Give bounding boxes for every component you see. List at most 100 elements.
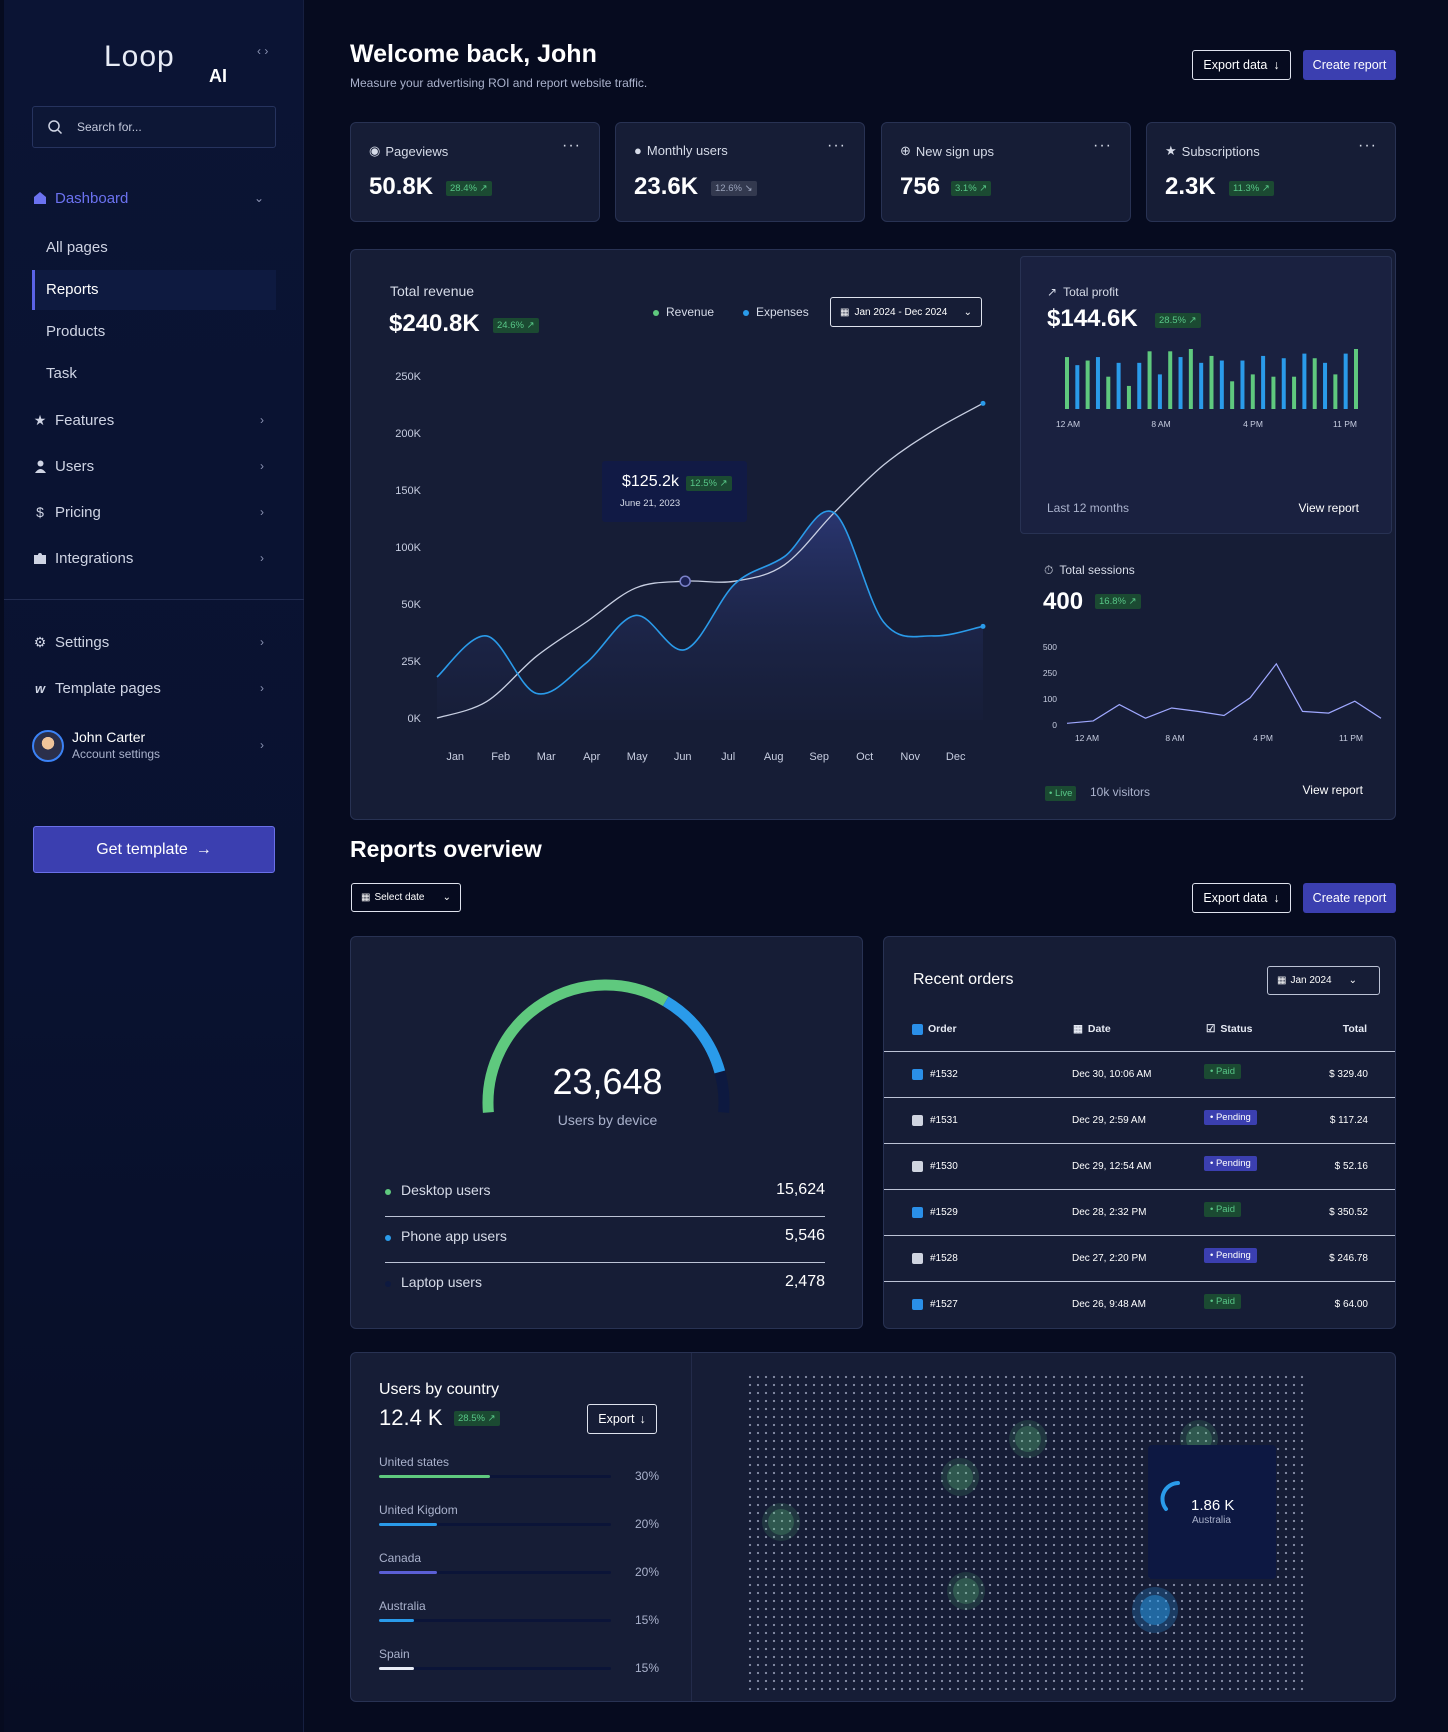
order-id: #1527 [930,1299,958,1310]
legend-revenue: Revenue [653,305,714,319]
country-row: Canada 20% [379,1551,659,1591]
x-tick-label: Jun [674,751,692,763]
map-pin-europe[interactable] [947,1464,973,1490]
country-percent: 20% [634,1565,659,1579]
row-checkbox[interactable] [912,1161,923,1172]
sidebar-item-dashboard[interactable]: Dashboard ⌄ [32,181,276,215]
legend-dot [743,310,749,316]
revenue-hover-marker[interactable] [679,575,691,587]
logo-ai: AI [209,66,227,86]
logo[interactable]: Loop [104,40,175,74]
sessions-view-report-link[interactable]: View report [1302,783,1363,797]
map-pin-australia[interactable] [1140,1595,1170,1625]
sidebar-item-settings[interactable]: ⚙ Settings › [32,625,276,659]
chevron-right-icon: › [260,551,264,565]
orders-month-select[interactable]: ▦ Jan 2024 ⌄ [1267,966,1380,995]
more-icon[interactable]: ··· [1093,137,1112,154]
chevron-down-icon: ⌄ [1348,975,1357,986]
map-pin-north-america[interactable] [768,1509,794,1535]
country-row: Australia 15% [379,1599,659,1639]
table-row[interactable]: #1527 Dec 26, 9:48 AM • Paid $ 64.00 [884,1281,1395,1327]
sidebar-subitem-all-pages[interactable]: All pages [46,239,108,256]
puzzle-icon [32,550,48,566]
collapse-sidebar-icon[interactable]: ‹ › [257,44,269,58]
sidebar-subitem-task[interactable]: Task [46,365,77,382]
profit-bar [1209,355,1214,409]
profit-bar [1250,374,1255,409]
table-row[interactable]: #1528 Dec 27, 2:20 PM • Pending $ 246.78 [884,1235,1395,1281]
profit-change-badge: 28.5% ↗ [1155,313,1201,328]
avatar [32,730,64,762]
country-row: United states 30% [379,1455,659,1495]
gear-icon: ⚙ [33,633,47,650]
stat-change-badge: 28.4% ↗ [446,181,492,196]
country-percent: 20% [634,1517,659,1531]
sidebar-subitem-products[interactable]: Products [46,323,106,340]
account-settings[interactable]: John Carter Account settings › [32,728,276,768]
x-tick-label: Aug [764,751,784,763]
search-icon [48,120,63,135]
select-date-dropdown[interactable]: ▦ Select date ⌄ [351,883,461,912]
world-map: 1.86 K Australia [706,1353,1395,1701]
reports-export-data-button[interactable]: Export data ↓ [1192,883,1291,913]
table-row[interactable]: #1531 Dec 29, 2:59 AM • Pending $ 117.24 [884,1097,1395,1143]
map-pin-africa[interactable] [953,1578,979,1604]
get-template-button[interactable]: Get template → [33,826,275,873]
more-icon[interactable]: ··· [1358,137,1377,154]
profit-bar [1116,362,1121,409]
device-label: Laptop users [401,1274,482,1290]
create-report-button[interactable]: Create report [1303,50,1396,80]
sidebar-item-template-pages[interactable]: w Template pages › [32,671,276,705]
more-icon[interactable]: ··· [827,137,846,154]
x-tick-label: Jul [721,751,735,763]
order-status-cell: • Pending [1204,1248,1257,1263]
map-tooltip-value: 1.86 K [1191,1497,1235,1514]
legend-dot [385,1281,391,1287]
column-status[interactable]: ☑ Status [1206,1023,1253,1035]
export-data-button[interactable]: Export data ↓ [1192,50,1291,80]
column-order[interactable]: Order [912,1023,957,1035]
country-progress [379,1523,611,1526]
eye-icon: ◉ [369,143,381,158]
row-checkbox[interactable] [912,1115,923,1126]
reports-create-report-button[interactable]: Create report [1303,883,1396,913]
profit-view-report-link[interactable]: View report [1298,501,1359,515]
order-total: $ 117.24 [1329,1115,1368,1126]
x-tick-label: Sep [809,751,829,763]
sidebar-subitem-reports[interactable]: Reports [32,270,276,310]
sidebar-item-integrations[interactable]: Integrations › [32,541,276,575]
dollar-icon: $ [36,504,44,520]
profit-bar [1281,358,1286,409]
country-export-button[interactable]: Export ↓ [587,1404,657,1434]
map-pin-russia[interactable] [1015,1426,1041,1452]
x-tick-label: 12 AM [1056,419,1080,429]
sidebar-item-pricing[interactable]: $ Pricing › [32,495,276,529]
stat-value: 2.3K [1165,173,1216,200]
sidebar-item-users[interactable]: Users › [32,449,276,483]
column-date[interactable]: ▦ Date [1073,1023,1111,1035]
column-total[interactable]: Total [1343,1023,1367,1035]
sidebar-item-features[interactable]: ★ Features › [32,403,276,437]
order-id-cell: #1527 [912,1299,958,1310]
table-row[interactable]: #1529 Dec 28, 2:32 PM • Paid $ 350.52 [884,1189,1395,1235]
chevron-down-icon: ⌄ [963,306,972,318]
row-checkbox[interactable] [912,1253,923,1264]
row-checkbox[interactable] [912,1207,923,1218]
order-id: #1528 [930,1253,958,1264]
profit-bar [1292,376,1297,409]
legend-dot [653,310,659,316]
profit-title: ↗ Total profit [1047,285,1118,299]
column-label: Status [1220,1023,1253,1035]
date-range-select[interactable]: ▦ Jan 2024 - Dec 2024 ⌄ [830,297,982,327]
table-row[interactable]: #1530 Dec 29, 12:54 AM • Pending $ 52.16 [884,1143,1395,1189]
select-all-checkbox[interactable] [912,1023,923,1035]
row-checkbox[interactable] [912,1069,923,1080]
star-icon: ★ [33,411,47,428]
search-input[interactable]: Search for... [32,106,276,148]
table-row[interactable]: #1532 Dec 30, 10:06 AM • Paid $ 329.40 [884,1051,1395,1097]
more-icon[interactable]: ··· [562,137,581,154]
y-tick-label: 250 [1043,668,1057,678]
row-checkbox[interactable] [912,1299,923,1310]
device-value: 15,624 [776,1181,825,1198]
stat-label: ● Monthly users [634,143,728,158]
